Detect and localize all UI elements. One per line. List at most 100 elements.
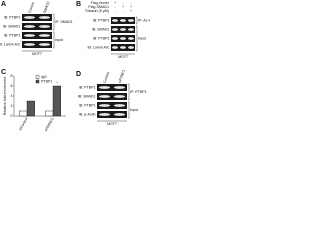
group-label: IP: SMAD1 <box>55 20 73 24</box>
panel-letter: A <box>1 1 6 8</box>
band <box>38 43 51 46</box>
condition-label: Flag-Vector <box>91 1 110 5</box>
x-tick-label: siControl <box>18 117 29 131</box>
condition-label: Tubacin (5 µM) <box>85 9 109 13</box>
row-label: IB: Lamin A/C <box>0 42 21 46</box>
sign: + <box>130 9 132 13</box>
lane-label: SMAD1 <box>43 1 51 14</box>
y-tick-label: 6 <box>11 84 13 88</box>
panel-letter: B <box>76 1 81 8</box>
band <box>113 104 126 107</box>
bracket <box>136 25 138 52</box>
annotation: * <box>56 81 58 85</box>
band <box>127 28 135 31</box>
group-label: Input <box>138 36 146 40</box>
blot-strip <box>97 111 127 118</box>
group-label: Input <box>55 38 63 42</box>
band <box>113 95 126 98</box>
band <box>119 46 127 49</box>
row-label: IB: PTBP1 <box>4 15 21 19</box>
blot-strip <box>22 41 52 48</box>
sign: - <box>122 1 124 5</box>
lane-label: Control <box>28 1 36 13</box>
y-tick-label: 4 <box>11 94 13 98</box>
row-label: IB: Lamin A/C <box>88 45 110 49</box>
sign: - <box>122 9 124 13</box>
band <box>111 37 119 40</box>
row-label: IB: PTBP1 <box>79 85 96 89</box>
x-tick-label: siSMAD1 <box>44 117 55 132</box>
band <box>23 43 36 46</box>
sign: + <box>130 5 132 9</box>
band <box>98 104 111 107</box>
blot-strip <box>97 102 127 109</box>
band <box>111 19 119 22</box>
row-label: IB: SMAD1 <box>3 24 21 28</box>
band <box>98 86 111 89</box>
blot-strip <box>97 84 127 91</box>
y-axis-label: Relative fold enrichment <box>3 77 7 116</box>
band <box>119 37 127 40</box>
blot-strip <box>97 93 127 100</box>
bar <box>19 110 28 117</box>
y-tick-label: 2 <box>11 104 13 108</box>
y-tick-label: 8 <box>11 74 13 78</box>
bar <box>45 110 54 117</box>
y-tick-label: 0 <box>11 114 13 118</box>
sign: - <box>114 5 116 9</box>
bar <box>26 100 36 117</box>
band <box>113 86 126 89</box>
cell-line: MCF7 <box>32 52 42 56</box>
band <box>98 95 111 98</box>
band <box>127 46 135 49</box>
bracket <box>136 16 138 25</box>
bracket <box>128 101 130 119</box>
band <box>98 113 111 116</box>
bar <box>52 85 62 117</box>
row-label: IB: SMAD1 <box>92 27 110 31</box>
group-label: Input <box>130 108 138 112</box>
band <box>38 34 51 37</box>
band <box>23 25 36 28</box>
row-label: IB: PTBP1 <box>93 18 110 22</box>
band <box>111 46 119 49</box>
bracket <box>53 13 55 31</box>
blot-strip <box>22 32 52 39</box>
band <box>38 16 51 19</box>
panel-letter: D <box>76 71 81 78</box>
legend-label: PTBP1 <box>41 79 52 83</box>
row-label: IB: β-Actin <box>79 112 96 116</box>
blot-strip <box>22 23 52 30</box>
row-label: IB: PTBP1 <box>79 103 96 107</box>
band <box>113 113 126 116</box>
sign: + <box>122 5 124 9</box>
legend-swatch <box>35 79 40 84</box>
group-label: IP: Ac-K <box>138 18 150 22</box>
lane-label: siPTBP1 <box>118 69 127 84</box>
cell-line: MCF7 <box>118 55 128 59</box>
lane-label: Control <box>103 71 111 83</box>
bracket <box>53 31 55 49</box>
figure: A Control SMAD1 IB: PTBP1 IB: SMAD1 IB: PTBP1… <box>0 1 150 132</box>
bracket <box>128 83 130 101</box>
row-label: IB: PTBP1 <box>93 36 110 40</box>
group-label: IP: PTBP1 <box>130 90 147 94</box>
legend-label: IgG <box>41 75 47 79</box>
band <box>127 37 135 40</box>
band <box>23 16 36 19</box>
sign: - <box>114 9 116 13</box>
legend-swatch <box>35 75 40 79</box>
panel-letter: C <box>1 69 6 76</box>
cell-line: MCF7 <box>107 122 117 126</box>
row-label: IB: PTBP1 <box>4 33 21 37</box>
band <box>111 28 119 31</box>
condition-label: Flag-SMAD1 <box>88 5 109 9</box>
band <box>127 19 135 22</box>
sign: - <box>130 1 132 5</box>
band <box>119 19 127 22</box>
row-label: IB: SMAD1 <box>78 94 96 98</box>
band <box>23 34 36 37</box>
blot-strip <box>22 14 52 21</box>
band <box>38 25 51 28</box>
band <box>119 28 127 31</box>
